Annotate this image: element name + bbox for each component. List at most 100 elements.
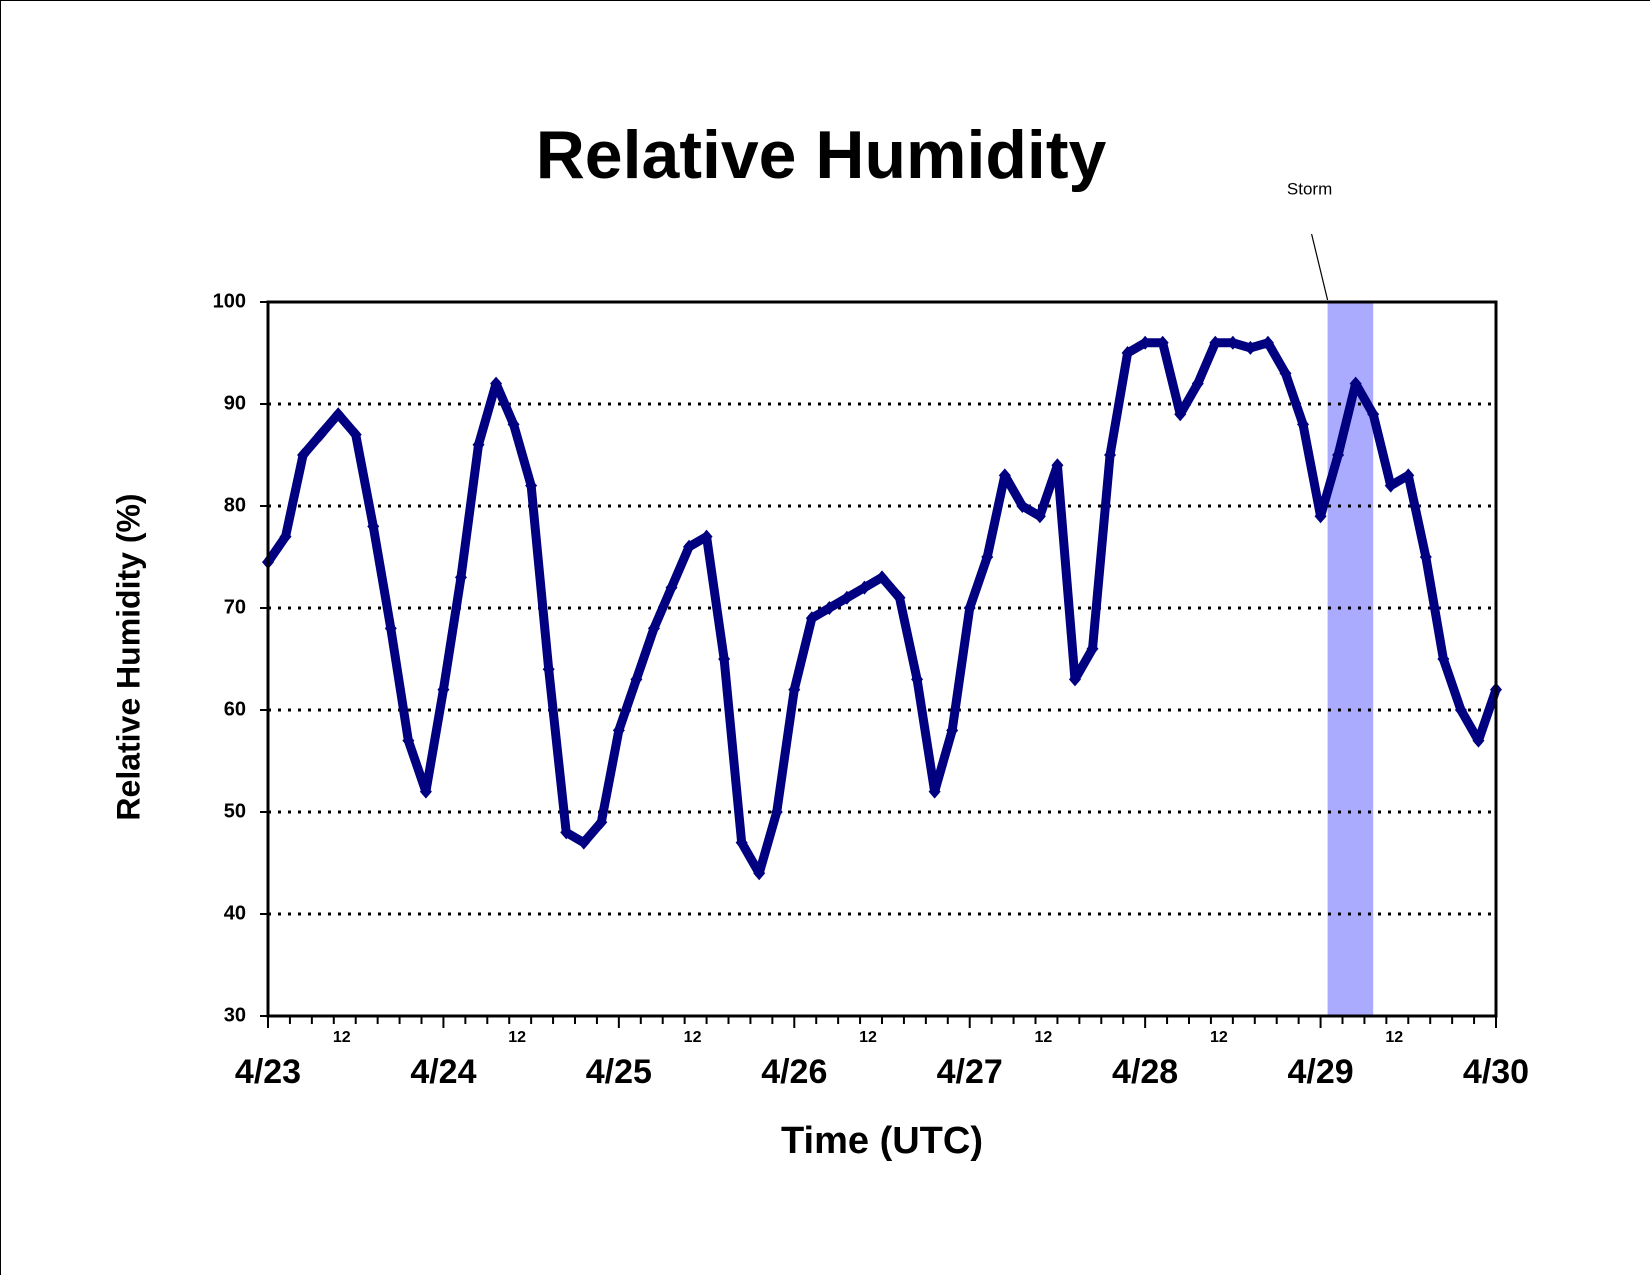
data-point: [507, 417, 520, 432]
data-point: [367, 519, 380, 534]
data-point: [788, 682, 801, 697]
y-tick-label: 80: [224, 494, 246, 516]
data-point: [981, 550, 994, 564]
data-point: [437, 682, 450, 697]
data-point: [1419, 550, 1432, 564]
data-point: [349, 427, 362, 442]
data-point: [946, 723, 959, 738]
x-tick-label: 12: [1385, 1029, 1403, 1046]
data-point: [542, 662, 555, 677]
data-point: [332, 407, 345, 422]
x-tick-label: 12: [1035, 1029, 1053, 1046]
data-point: [630, 672, 643, 687]
y-tick-label: 40: [224, 902, 246, 924]
data-point: [1472, 733, 1485, 748]
data-point: [823, 601, 836, 615]
data-point: [314, 427, 327, 442]
x-tick-label: 4/24: [410, 1053, 476, 1091]
data-point: [1068, 672, 1081, 687]
data-point: [1384, 478, 1397, 493]
data-point: [1174, 407, 1187, 422]
x-tick-label: 4/27: [937, 1053, 1003, 1091]
x-tick-label: 12: [1210, 1029, 1228, 1046]
data-point: [1279, 366, 1292, 381]
x-tick-label: 12: [859, 1029, 877, 1046]
data-point: [1139, 335, 1152, 350]
data-point: [963, 601, 976, 615]
data-point: [753, 866, 766, 881]
data-point: [1349, 376, 1362, 391]
data-point: [1314, 509, 1327, 524]
x-tick-label: 4/26: [761, 1053, 827, 1091]
data-point: [647, 621, 660, 636]
data-point: [1191, 376, 1204, 391]
data-point: [384, 621, 397, 636]
data-point: [858, 580, 871, 595]
data-point: [1332, 448, 1345, 462]
data-point: [1261, 335, 1274, 350]
data-point: [1156, 335, 1169, 350]
y-tick-label: 100: [213, 290, 246, 312]
data-point: [665, 580, 678, 595]
data-point: [893, 590, 906, 605]
data-point: [1367, 407, 1380, 422]
data-point: [735, 835, 748, 850]
data-point: [612, 723, 625, 738]
data-point: [1033, 509, 1046, 524]
plot-frame: [266, 300, 1498, 1018]
data-point: [1454, 703, 1467, 717]
data-point: [595, 815, 608, 830]
data-point: [1297, 417, 1310, 432]
y-tick-label: 90: [224, 392, 246, 414]
data-point: [1402, 468, 1415, 483]
data-point: [876, 570, 888, 585]
data-point: [419, 784, 432, 799]
data-point: [770, 805, 783, 819]
x-tick-label: 4/29: [1287, 1053, 1353, 1091]
data-point: [402, 733, 415, 748]
data-point: [1121, 346, 1134, 360]
x-tick-label: 4/30: [1463, 1053, 1529, 1091]
data-point: [279, 529, 292, 544]
data-point: [525, 478, 538, 493]
data-point: [998, 468, 1011, 483]
x-tick-label: 4/25: [586, 1053, 652, 1091]
y-tick-label: 60: [224, 698, 246, 720]
x-tick-label: 12: [508, 1029, 526, 1046]
data-point: [1086, 641, 1099, 656]
y-axis-title: Relative Humidity (%): [110, 493, 146, 820]
y-tick-label: 50: [224, 800, 246, 822]
series-line: [263, 338, 1501, 878]
x-tick-label: 12: [333, 1029, 351, 1046]
data-point: [911, 672, 924, 687]
y-tick-label: 70: [224, 596, 246, 618]
x-tick-label: 4/23: [235, 1053, 301, 1091]
data-point: [1226, 335, 1239, 350]
data-point: [1051, 458, 1064, 473]
data-point: [1016, 499, 1029, 513]
x-tick-label: 4/28: [1112, 1053, 1178, 1091]
annotation-text: Storm: [1287, 179, 1332, 198]
data-point: [840, 590, 853, 605]
data-point: [297, 448, 310, 462]
data-point: [577, 835, 590, 850]
data-point: [560, 825, 573, 840]
data-point: [718, 652, 731, 666]
data-point: [700, 529, 713, 544]
data-point: [1437, 652, 1450, 666]
data-point: [1104, 448, 1117, 462]
data-point: [928, 784, 941, 799]
x-axis-title: Time (UTC): [781, 1120, 983, 1162]
data-point: [805, 611, 818, 626]
data-point: [1209, 335, 1222, 350]
data-point: [472, 437, 485, 452]
annotation-leader: [1311, 233, 1329, 301]
data-point: [454, 570, 467, 585]
y-tick-label: 30: [224, 1004, 246, 1026]
data-point: [1244, 340, 1257, 355]
data-point: [683, 539, 696, 554]
chart-title: Relative Humidity: [536, 117, 1107, 193]
data-point: [490, 376, 503, 391]
